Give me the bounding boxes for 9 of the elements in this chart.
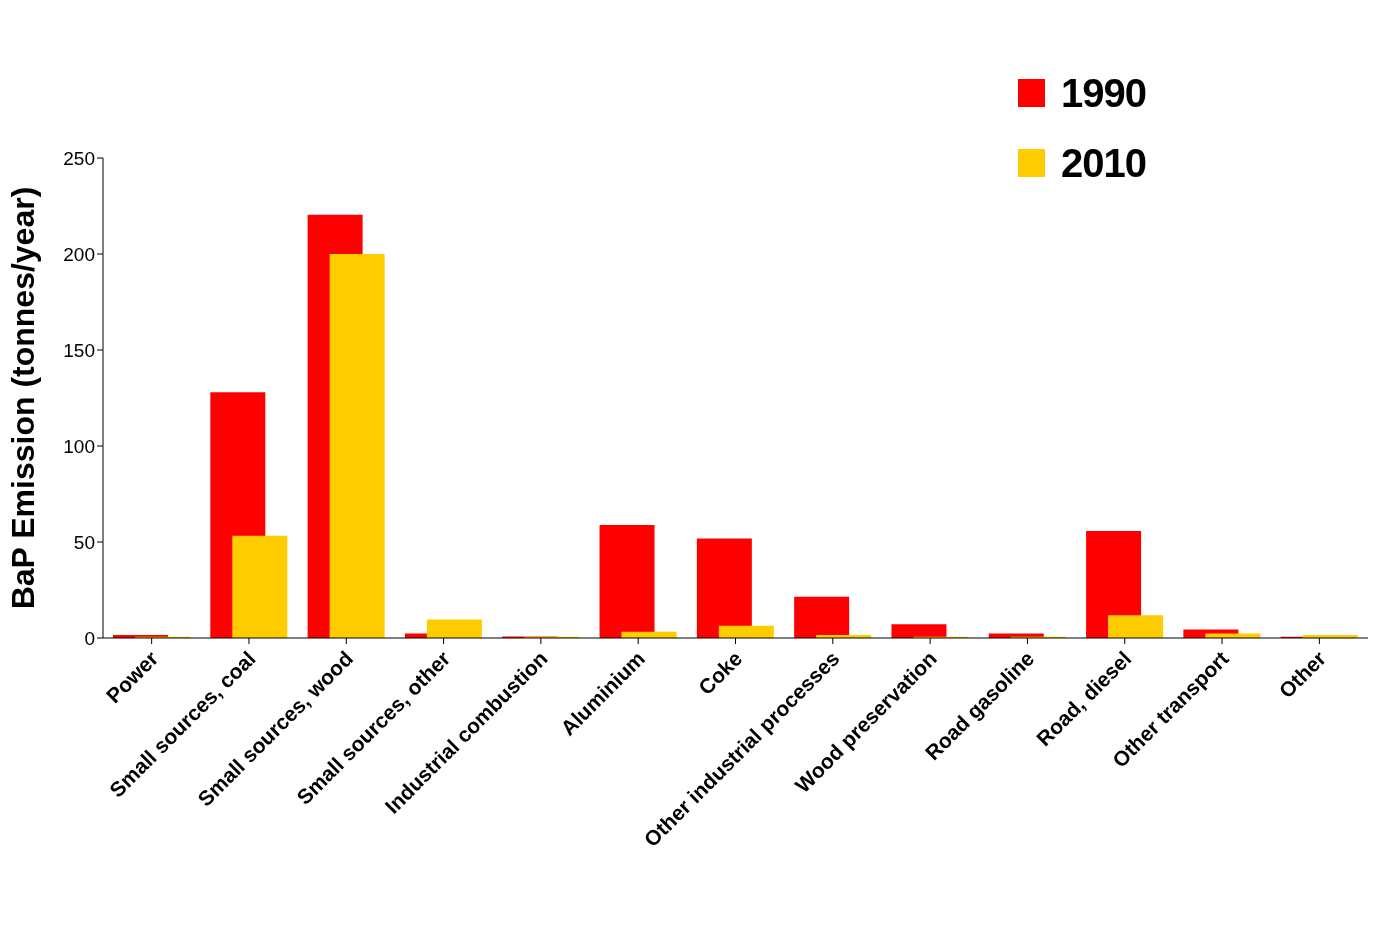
y-tick-label: 200 bbox=[63, 243, 95, 265]
y-tick-label: 0 bbox=[84, 627, 95, 649]
y-axis-title: BaP Emission (tonnes/year) bbox=[5, 186, 42, 610]
legend-label: 1990 bbox=[1061, 70, 1146, 116]
y-tick-label: 50 bbox=[73, 531, 95, 553]
y-tick-label: 150 bbox=[63, 339, 95, 361]
y-tick-label: 100 bbox=[63, 435, 95, 457]
legend-label: 2010 bbox=[1061, 140, 1146, 186]
y-tick-label: 250 bbox=[63, 147, 95, 169]
